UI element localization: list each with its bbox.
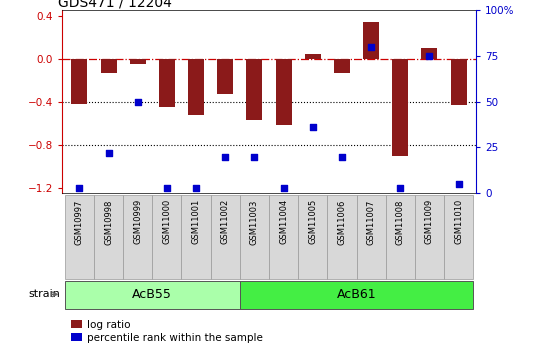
Text: AcB55: AcB55	[132, 288, 172, 301]
Point	[221, 154, 230, 159]
Text: GSM10999: GSM10999	[133, 199, 142, 244]
Text: GSM11006: GSM11006	[337, 199, 346, 245]
Point	[104, 150, 113, 156]
FancyBboxPatch shape	[298, 195, 327, 279]
Point	[279, 185, 288, 190]
Bar	[188, 59, 204, 115]
Text: GSM11001: GSM11001	[192, 199, 201, 244]
Text: GSM11007: GSM11007	[366, 199, 376, 245]
Bar	[275, 59, 292, 126]
FancyBboxPatch shape	[269, 195, 298, 279]
FancyBboxPatch shape	[152, 195, 181, 279]
Point	[454, 181, 463, 187]
FancyBboxPatch shape	[444, 195, 473, 279]
Bar	[392, 59, 408, 156]
Text: GSM10998: GSM10998	[104, 199, 113, 245]
Text: GSM10997: GSM10997	[75, 199, 84, 245]
Bar	[217, 59, 233, 94]
Bar	[130, 59, 146, 64]
FancyBboxPatch shape	[386, 195, 415, 279]
FancyBboxPatch shape	[240, 195, 269, 279]
FancyBboxPatch shape	[240, 281, 473, 309]
FancyBboxPatch shape	[327, 195, 357, 279]
Point	[162, 185, 171, 190]
Point	[367, 44, 376, 50]
Point	[250, 154, 259, 159]
FancyBboxPatch shape	[65, 195, 94, 279]
Bar	[72, 59, 87, 104]
FancyBboxPatch shape	[211, 195, 240, 279]
Text: GSM11004: GSM11004	[279, 199, 288, 244]
Point	[308, 125, 317, 130]
Point	[338, 154, 346, 159]
FancyBboxPatch shape	[123, 195, 152, 279]
Text: GDS471 / 12204: GDS471 / 12204	[58, 0, 172, 9]
Bar	[363, 22, 379, 59]
Legend: log ratio, percentile rank within the sample: log ratio, percentile rank within the sa…	[67, 316, 267, 345]
Bar	[451, 59, 466, 105]
Text: GSM11005: GSM11005	[308, 199, 317, 244]
Bar	[101, 59, 117, 73]
Bar	[159, 59, 175, 107]
FancyBboxPatch shape	[94, 195, 123, 279]
Bar	[334, 59, 350, 73]
Point	[396, 185, 405, 190]
Point	[192, 185, 200, 190]
Point	[75, 185, 84, 190]
FancyBboxPatch shape	[65, 281, 240, 309]
Bar	[421, 48, 437, 59]
Text: GSM11008: GSM11008	[396, 199, 405, 245]
Bar	[305, 55, 321, 59]
FancyBboxPatch shape	[415, 195, 444, 279]
Text: GSM11002: GSM11002	[221, 199, 230, 244]
Point	[425, 53, 434, 59]
Text: GSM11009: GSM11009	[425, 199, 434, 244]
FancyBboxPatch shape	[357, 195, 386, 279]
Text: GSM11000: GSM11000	[162, 199, 172, 244]
Bar	[246, 59, 263, 120]
Text: GSM11003: GSM11003	[250, 199, 259, 245]
Text: GSM11010: GSM11010	[454, 199, 463, 244]
Text: strain: strain	[29, 289, 60, 299]
FancyBboxPatch shape	[181, 195, 211, 279]
Text: AcB61: AcB61	[337, 288, 377, 301]
Point	[133, 99, 142, 105]
